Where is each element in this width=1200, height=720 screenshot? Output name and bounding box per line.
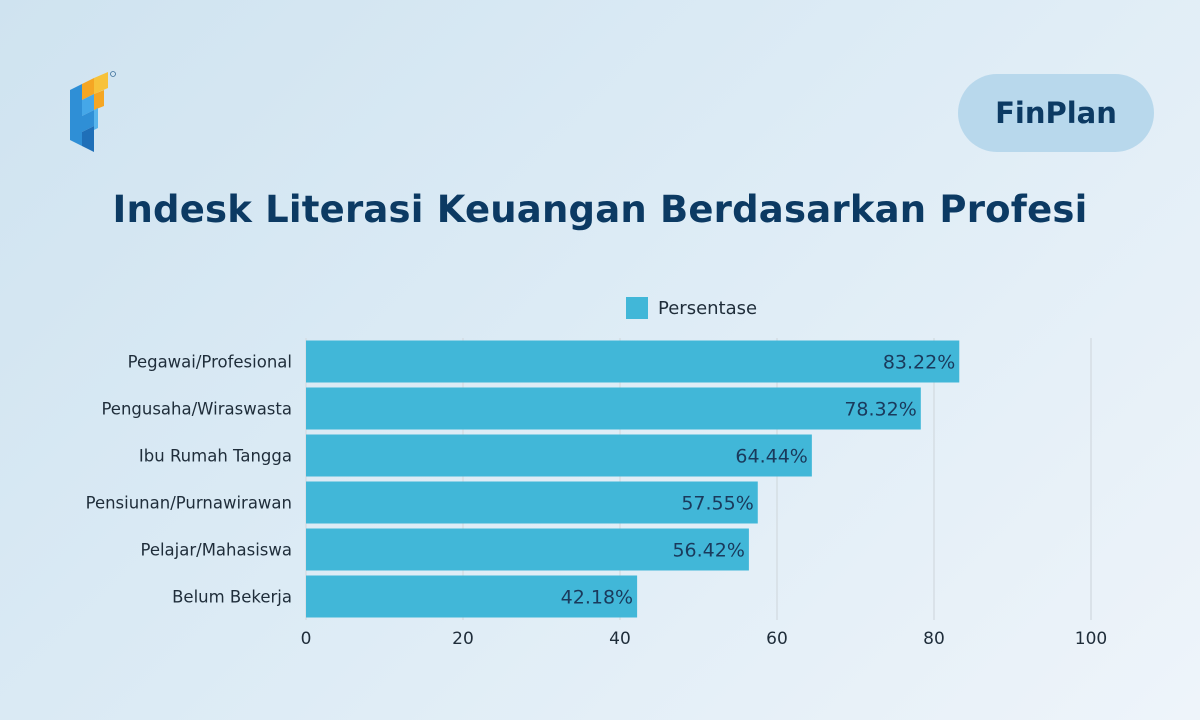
bar	[306, 528, 749, 571]
x-tick-label: 0	[301, 629, 312, 649]
category-label: Pengusaha/Wiraswasta	[101, 400, 292, 419]
x-tick-label: 80	[923, 629, 945, 649]
x-tick-label: 100	[1075, 629, 1107, 649]
bar	[306, 340, 960, 383]
x-tick-label: 40	[609, 629, 631, 649]
bar	[306, 481, 758, 524]
legend-swatch	[626, 297, 648, 319]
bar-value-label: 83.22%	[883, 352, 955, 374]
bar-value-label: 56.42%	[672, 540, 744, 562]
bar	[306, 387, 921, 430]
x-tick-label: 60	[766, 629, 788, 649]
category-label: Ibu Rumah Tangga	[139, 447, 292, 466]
bar-value-label: 64.44%	[735, 446, 807, 468]
brand-badge: FinPlan	[958, 74, 1154, 152]
bar-value-label: 78.32%	[844, 399, 916, 421]
finplan-logo-icon	[70, 71, 116, 152]
legend-label: Persentase	[658, 297, 758, 319]
chart-title: Indesk Literasi Keuangan Berdasarkan Pro…	[112, 188, 1088, 231]
bar	[306, 575, 638, 618]
bar-value-label: 57.55%	[681, 493, 753, 515]
bar	[306, 434, 812, 477]
chart-legend: Persentase	[626, 297, 757, 319]
bar-value-label: 42.18%	[561, 587, 633, 609]
x-tick-label: 20	[452, 629, 474, 649]
category-label: Pegawai/Profesional	[128, 353, 292, 372]
category-label: Pelajar/Mahasiswa	[140, 541, 292, 560]
category-label: Pensiunan/Purnawirawan	[86, 494, 292, 513]
category-label: Belum Bekerja	[172, 588, 292, 607]
brand-name: FinPlan	[995, 96, 1117, 130]
